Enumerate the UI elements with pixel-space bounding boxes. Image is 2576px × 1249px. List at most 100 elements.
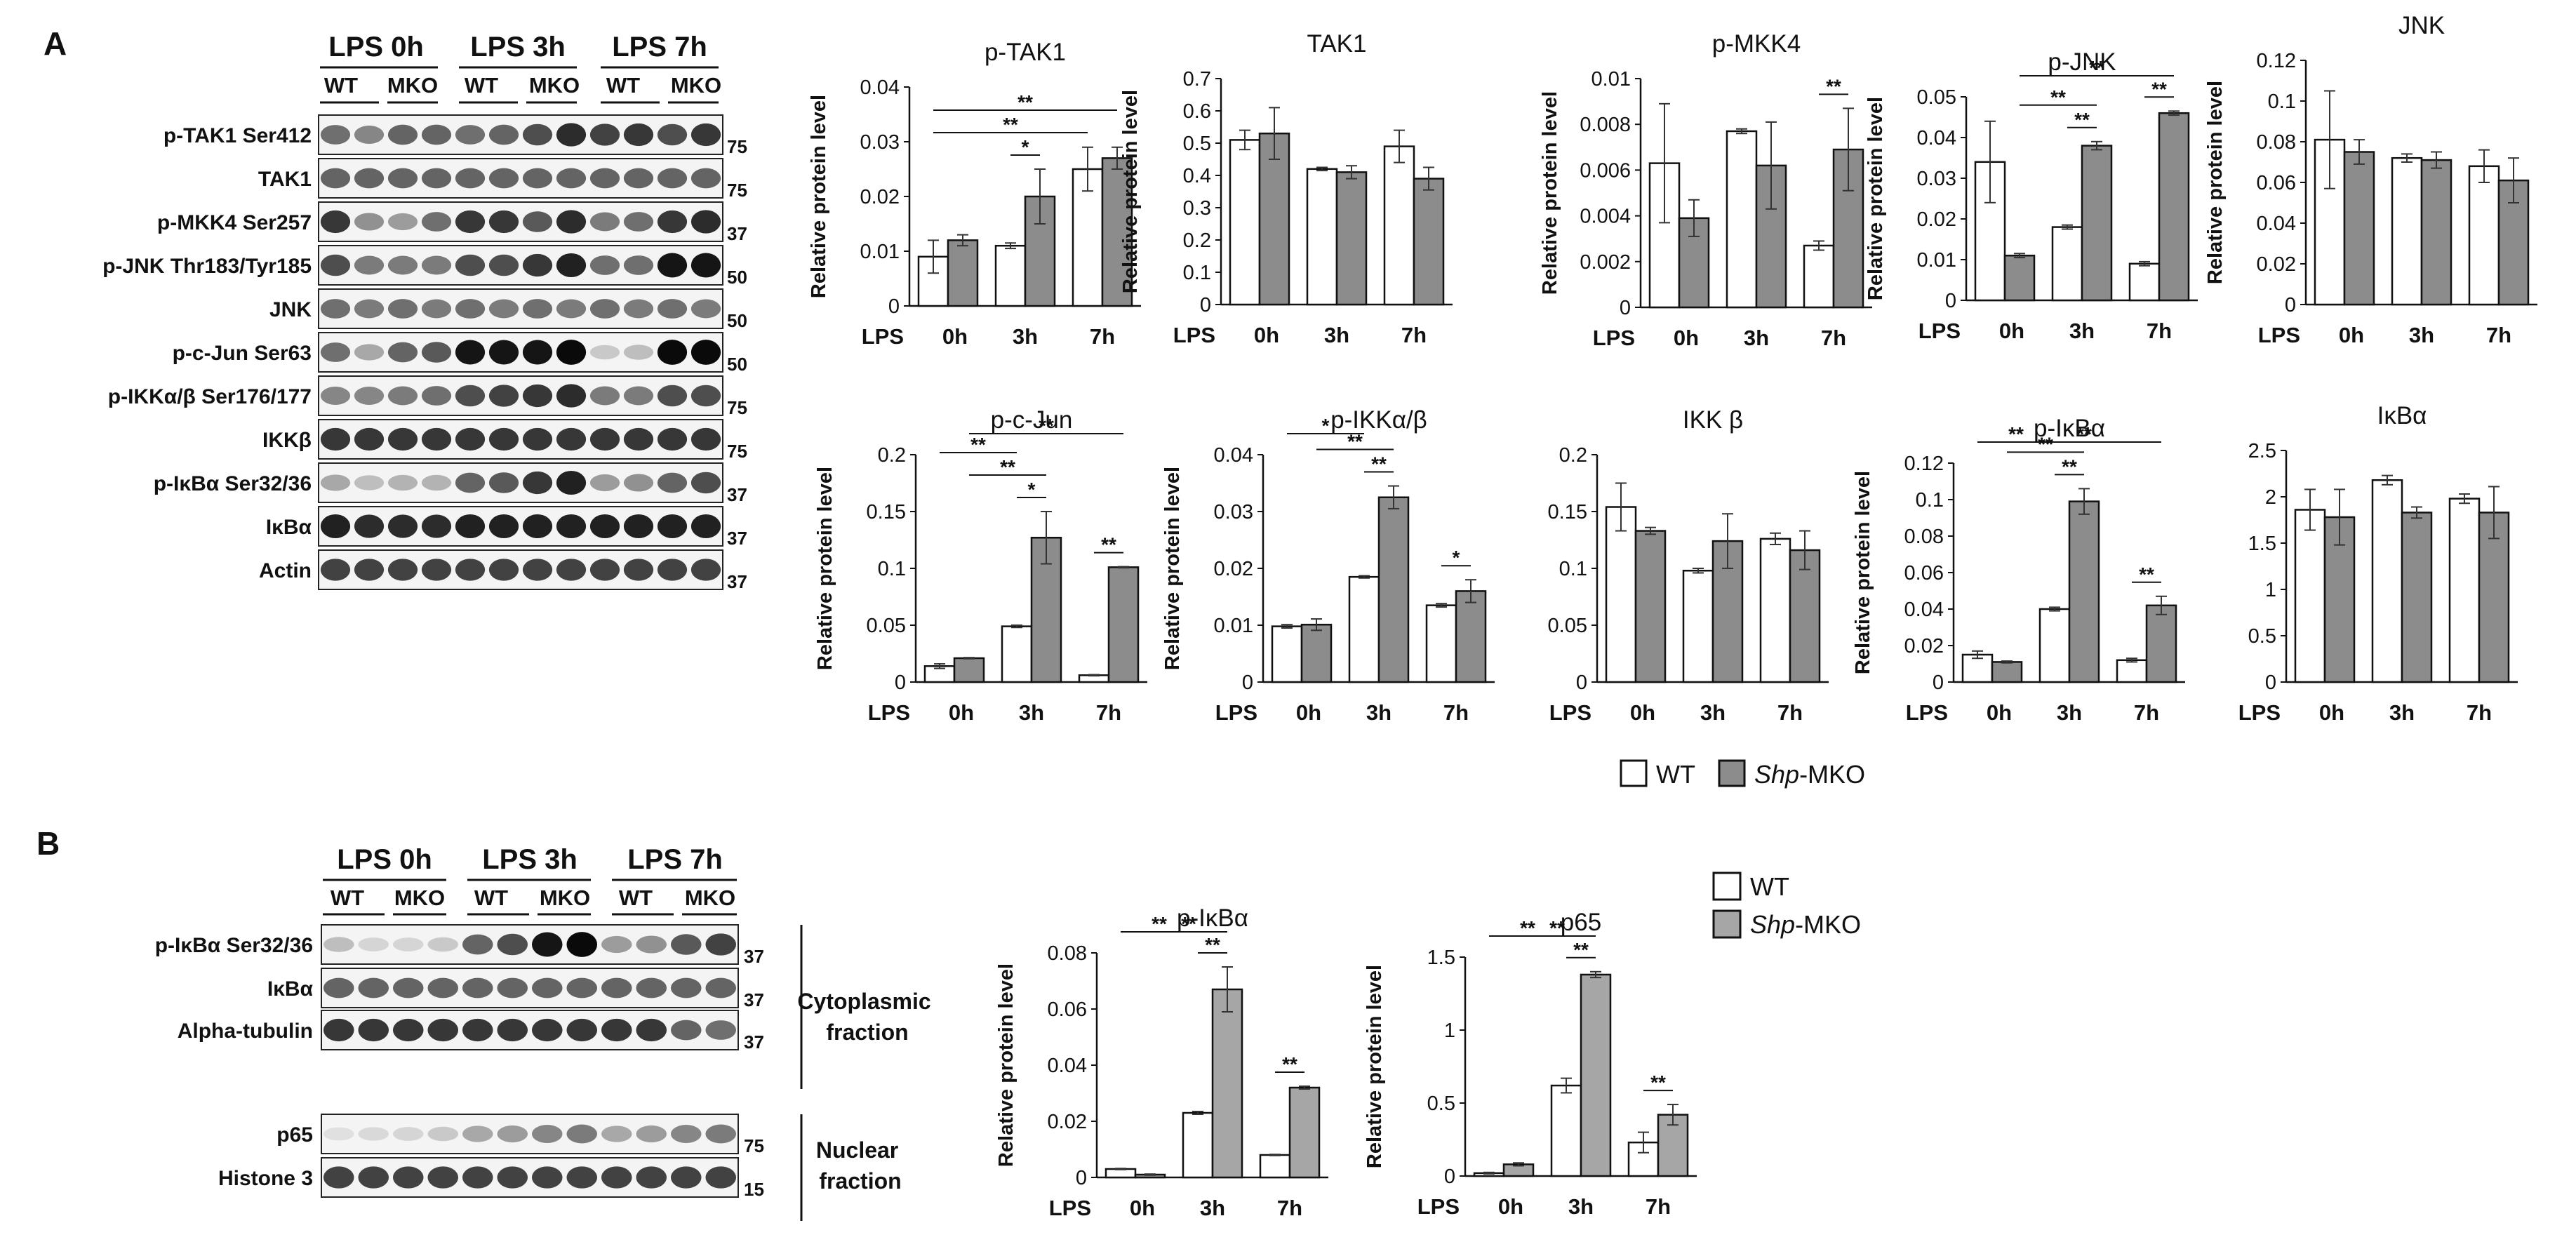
chart-ylabel: Relative protein level bbox=[2204, 81, 2227, 284]
blot-a-band bbox=[589, 427, 620, 451]
blot-a-mw-marker: 37 bbox=[727, 484, 747, 505]
chart-y-tick-label: 0.2 bbox=[1559, 444, 1587, 467]
significance-marker: ** bbox=[1826, 75, 1841, 97]
blot-a-band bbox=[690, 385, 721, 407]
chart-title: p-JNK bbox=[2048, 48, 2116, 76]
blot-a-band bbox=[690, 253, 721, 278]
chart-bar-shp-mko-3h bbox=[2420, 159, 2452, 306]
blot-a-band bbox=[320, 210, 351, 234]
chart-x-category: 7h bbox=[2467, 700, 2492, 725]
chart-p-jnk-3: p-JNK Relative protein level 0 0.01 0.02 0.03… bbox=[1864, 48, 2198, 343]
blot-b-geno-1: WT bbox=[331, 886, 364, 910]
blot-a-geno-3: WT bbox=[465, 73, 498, 98]
blot-b-band bbox=[601, 1018, 632, 1042]
blot-a-band bbox=[320, 342, 351, 362]
blot-a-band bbox=[657, 299, 688, 319]
chart-x-category: 3h bbox=[1019, 700, 1044, 725]
chart-y-tick-label: 0.2 bbox=[1183, 229, 1211, 252]
chart-p-c-jun-5: p-c-Jun Relative protein level 0 0.05 0.1 0.1… bbox=[814, 406, 1147, 725]
fraction-nuclear-line-2: fraction bbox=[819, 1168, 901, 1194]
blot-a-row-i-b: IκBα 37 bbox=[266, 506, 747, 549]
fraction-cytoplasmic-label: Cytoplasmic fraction bbox=[797, 989, 937, 1045]
blot-a-band bbox=[657, 340, 688, 365]
chart-bar-wt-0h bbox=[1271, 625, 1303, 683]
significance-marker: ** bbox=[1205, 934, 1220, 956]
blot-a-band bbox=[320, 559, 351, 581]
blot-a-row-label: p-MKK4 Ser257 bbox=[157, 211, 312, 234]
blot-b-mw-marker: 37 bbox=[744, 989, 764, 1010]
blot-a-band bbox=[589, 123, 620, 146]
chart-x-prefix: LPS bbox=[1049, 1196, 1091, 1220]
legend-a-mko-label: Shp-MKO bbox=[1754, 760, 1865, 789]
chart-bar-wt-3h bbox=[1182, 1111, 1214, 1179]
blot-a-band bbox=[455, 385, 486, 407]
chart-x-category: 3h bbox=[1744, 326, 1769, 350]
blot-b-band bbox=[636, 1166, 667, 1189]
chart-p-i-b-8: p-IκBα Relative protein level 0 0.02 0.04 0.0… bbox=[1852, 415, 2185, 725]
chart-p-ikk-6: p-IKKα/β Relative protein level 0 0.01 0.02 0… bbox=[1161, 406, 1495, 725]
chart-y-tick-label: 0 bbox=[895, 672, 906, 694]
blot-a-band bbox=[623, 168, 654, 189]
blot-a-row-jnk: JNK 50 bbox=[269, 288, 747, 331]
blot-a-condition-0h: LPS 0h bbox=[328, 32, 424, 62]
chart-y-tick-label: 0.04 bbox=[2257, 213, 2296, 235]
blot-a-band bbox=[455, 168, 486, 189]
blot-b-band bbox=[497, 1018, 528, 1042]
chart-y-tick-label: 0 bbox=[2285, 294, 2296, 316]
chart-y-tick-label: 1 bbox=[1444, 1020, 1455, 1042]
chart-y-tick-label: 1.5 bbox=[1427, 947, 1455, 969]
chart-bar-shp-mko-7h bbox=[2158, 112, 2190, 302]
blot-a-geno-4: MKO bbox=[529, 73, 580, 98]
chart-x-prefix: LPS bbox=[862, 324, 904, 349]
blot-a-band bbox=[623, 427, 654, 451]
chart-y-tick-label: 0.02 bbox=[1917, 208, 1956, 231]
chart-bar-wt-0h bbox=[2294, 509, 2326, 683]
blot-a-band bbox=[623, 559, 654, 581]
chart-bar-shp-mko-7h bbox=[1101, 157, 1133, 307]
chart-jnk-4: JNK Relative protein level 0 0.02 0.04 0.06 0.… bbox=[2204, 12, 2537, 347]
blot-a-band bbox=[556, 340, 587, 365]
chart-x-category: 7h bbox=[1821, 326, 1846, 350]
blot-a-band bbox=[589, 559, 620, 581]
blot-a-strip bbox=[318, 506, 723, 547]
blot-b-band bbox=[462, 1166, 493, 1189]
chart-x-category: 0h bbox=[2339, 323, 2364, 347]
blot-b-mw-marker: 75 bbox=[744, 1135, 764, 1156]
chart-p65-11: p65 Relative protein level 0 0.5 1 1.5 LPS 0h 3h… bbox=[1363, 909, 1697, 1219]
blot-a-geno-6: MKO bbox=[671, 73, 721, 98]
chart-x-category: 0h bbox=[1987, 700, 2012, 725]
chart-bar-shp-mko-7h bbox=[1413, 178, 1445, 306]
blot-b-band bbox=[427, 1166, 459, 1189]
blot-a-row-label: TAK1 bbox=[258, 168, 312, 191]
chart-title: p-c-Jun bbox=[991, 406, 1073, 434]
blot-b-strip bbox=[321, 1010, 739, 1050]
chart-x-category: 3h bbox=[1324, 323, 1349, 347]
chart-x-prefix: LPS bbox=[1549, 700, 1591, 725]
blot-b-row-alpha-tubulin: Alpha-tubulin 37 bbox=[178, 1010, 764, 1053]
blot-a-mw-marker: 37 bbox=[727, 571, 747, 592]
chart-bar-wt-7h bbox=[1759, 537, 1791, 683]
blot-a-row-label: IKKβ bbox=[262, 429, 312, 452]
chart-y-tick-label: 0.02 bbox=[1904, 635, 1944, 657]
blot-a-mw-marker: 50 bbox=[727, 310, 747, 331]
blot-a-row-label: p-c-Jun Ser63 bbox=[173, 342, 312, 365]
blot-b-geno-3: WT bbox=[474, 886, 508, 910]
blot-a-band bbox=[387, 386, 418, 406]
blot-b-band bbox=[601, 1166, 632, 1189]
fraction-nuclear-line-1: Nuclear bbox=[816, 1137, 898, 1163]
significance-marker: * bbox=[1028, 479, 1036, 500]
blot-b-band bbox=[636, 935, 667, 954]
chart-y-tick-label: 0.02 bbox=[1214, 558, 1253, 580]
blot-a-band bbox=[387, 213, 418, 231]
chart-y-tick-label: 0.05 bbox=[1917, 86, 1956, 109]
blot-a-strip bbox=[318, 419, 723, 460]
chart-p-tak1-0: p-TAK1 Relative protein level 0 0.01 0.02 0.0… bbox=[808, 39, 1141, 349]
blot-b-band bbox=[705, 1124, 737, 1144]
blot-a-band bbox=[556, 210, 587, 234]
panel-b-label: B bbox=[36, 825, 60, 862]
blot-a-geno-5: WT bbox=[606, 73, 640, 98]
chart-y-tick-label: 0.5 bbox=[2248, 625, 2276, 648]
chart-y-tick-label: 0 bbox=[1200, 294, 1211, 316]
chart-x-prefix: LPS bbox=[868, 700, 910, 725]
blot-a-band bbox=[387, 168, 418, 189]
